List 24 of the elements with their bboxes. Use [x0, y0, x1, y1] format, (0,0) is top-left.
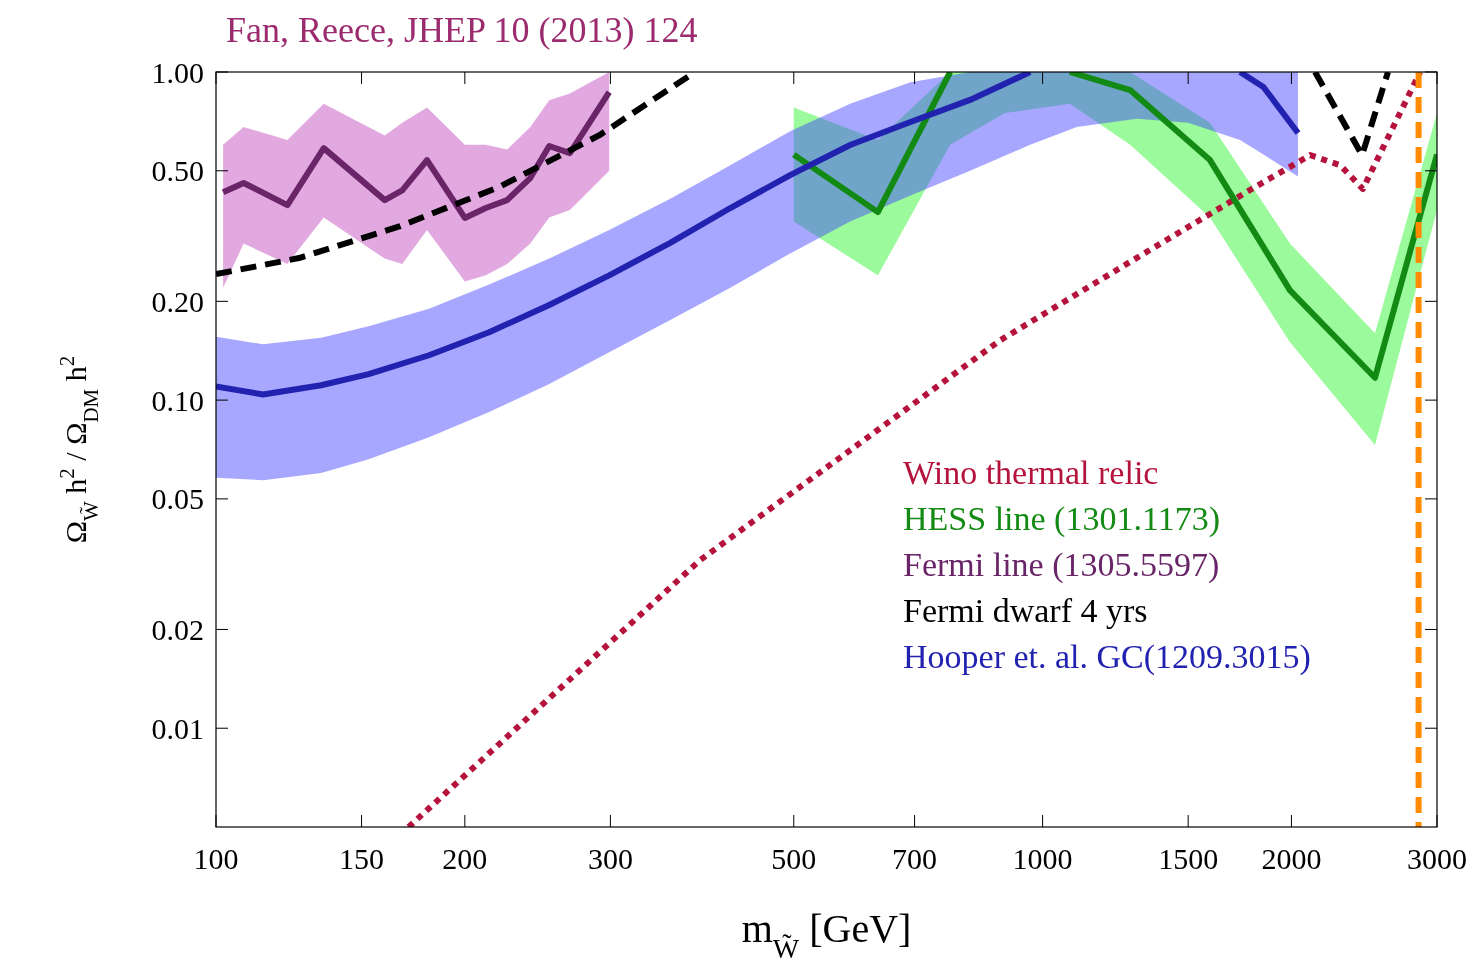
y-tick-label: 0.01 [151, 711, 204, 745]
series-label: Wino thermal relic [903, 454, 1159, 491]
x-tick-label: 700 [892, 842, 938, 875]
x-axis-title: m$_{W̃}$ [GeV] [741, 906, 912, 964]
x-tick-label: 3000 [1407, 842, 1467, 875]
text: Fermi line (1305.5597) [903, 546, 1220, 584]
x-tick-label: 1000 [1012, 842, 1073, 875]
x-tick-label: 150 [339, 842, 385, 875]
y-tick-label: 0.10 [151, 383, 204, 417]
x-tick-label: 500 [771, 842, 817, 875]
y-tick-label: 0.02 [151, 612, 204, 646]
x-tick-label: 200 [442, 842, 488, 875]
y-tick-label: 0.20 [151, 284, 204, 318]
x-tick-label: 300 [587, 842, 633, 875]
text: HESS line (1301.1173) [903, 500, 1221, 538]
x-tick-label: 2000 [1261, 842, 1322, 875]
text: Fermi dwarf 4 yrs [903, 592, 1148, 629]
x-tick-label: 1500 [1158, 842, 1219, 875]
text: Hooper et. al. GC(1209.3015) [903, 638, 1311, 676]
y-tick-label: 0.05 [151, 482, 204, 516]
chart-title: Fan, Reece, JHEP 10 (2013) 124 [226, 10, 698, 50]
x-tick-label: 100 [193, 842, 239, 875]
y-tick-label: 0.50 [151, 154, 204, 188]
y-tick-label: 1.00 [151, 55, 204, 89]
